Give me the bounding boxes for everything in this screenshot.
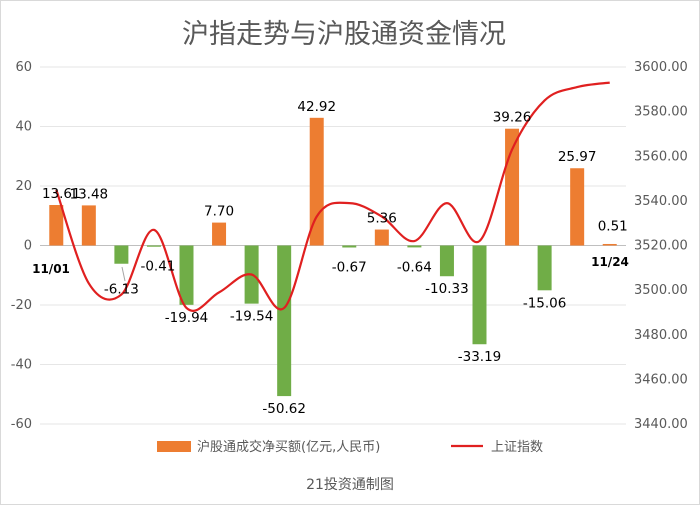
bar-value-label: -19.94 xyxy=(165,310,209,326)
right-axis-tick: 3480.00 xyxy=(634,328,688,343)
bar xyxy=(114,245,129,264)
bar xyxy=(277,245,292,397)
bar-value-label: -0.67 xyxy=(332,260,367,276)
legend-bar-swatch xyxy=(157,441,191,452)
left-axis-tick: -40 xyxy=(11,358,32,373)
bar xyxy=(472,245,487,345)
grid-lines xyxy=(40,66,626,425)
bar-value-label: 0.51 xyxy=(598,219,628,235)
bar-series xyxy=(49,117,617,397)
bar xyxy=(505,128,520,246)
bar-value-label: -0.64 xyxy=(397,260,432,276)
right-axis-tick: 3600.00 xyxy=(634,60,688,75)
right-axis: 3600.00 3580.00 3560.00 3540.00 3520.00 3500.… xyxy=(634,60,688,432)
right-axis-tick: 3460.00 xyxy=(634,372,688,387)
bar-value-label: 5.36 xyxy=(367,211,397,227)
bar-value-label: -6.13 xyxy=(104,282,139,298)
bar xyxy=(49,205,64,246)
legend-line-label: 上证指数 xyxy=(491,440,543,455)
bar-value-label: -33.19 xyxy=(458,349,502,365)
bar xyxy=(374,229,389,246)
bar xyxy=(537,245,552,291)
left-axis-tick: 20 xyxy=(15,179,32,194)
bar-value-label: 7.70 xyxy=(204,204,234,220)
date-label-end: 11/24 xyxy=(591,255,629,269)
legend-bar-label: 沪股通成交净买额(亿元,人民币) xyxy=(197,439,380,455)
legend: 沪股通成交净买额(亿元,人民币) 上证指数 xyxy=(157,439,543,455)
label-leader-line xyxy=(121,266,126,282)
bar-value-label: 42.92 xyxy=(297,99,336,115)
right-axis-tick: 3540.00 xyxy=(634,194,688,209)
bar-value-label: 13.61 xyxy=(42,186,81,202)
left-axis-tick: 60 xyxy=(15,60,32,75)
bar-value-label: 39.26 xyxy=(493,110,532,126)
bar-value-label: -10.33 xyxy=(425,281,469,297)
bar-value-label: -15.06 xyxy=(523,295,567,311)
bar xyxy=(179,245,194,305)
bar xyxy=(570,168,585,246)
right-axis-tick: 3560.00 xyxy=(634,149,688,164)
bar xyxy=(81,205,96,246)
chart-title: 沪指走势与沪股通资金情况 xyxy=(182,19,506,50)
bar xyxy=(407,245,422,248)
left-axis-tick: 40 xyxy=(15,120,32,135)
right-axis-tick: 3440.00 xyxy=(634,417,688,432)
date-label-start: 11/01 xyxy=(32,262,70,276)
footer-credit: 21投资通制图 xyxy=(306,477,394,493)
right-axis-tick: 3520.00 xyxy=(634,239,688,254)
left-axis: 60 40 20 0 -20 -40 -60 xyxy=(11,60,32,432)
bar xyxy=(212,222,227,246)
left-axis-tick: 0 xyxy=(24,239,32,254)
right-axis-tick: 3580.00 xyxy=(634,105,688,120)
bar-value-label: -19.54 xyxy=(230,309,274,325)
bar-value-label: -0.41 xyxy=(140,259,175,275)
bar xyxy=(309,117,324,246)
bar-value-label: 13.48 xyxy=(70,186,109,202)
bar xyxy=(602,243,617,246)
bar xyxy=(146,245,161,247)
bar xyxy=(342,245,357,248)
bar-value-label: -50.62 xyxy=(262,401,306,417)
bar xyxy=(439,245,454,277)
right-axis-tick: 3500.00 xyxy=(634,283,688,298)
left-axis-tick: -20 xyxy=(11,298,32,313)
index-line xyxy=(55,81,610,312)
left-axis-tick: -60 xyxy=(11,417,32,432)
bar-value-label: 25.97 xyxy=(558,149,597,165)
